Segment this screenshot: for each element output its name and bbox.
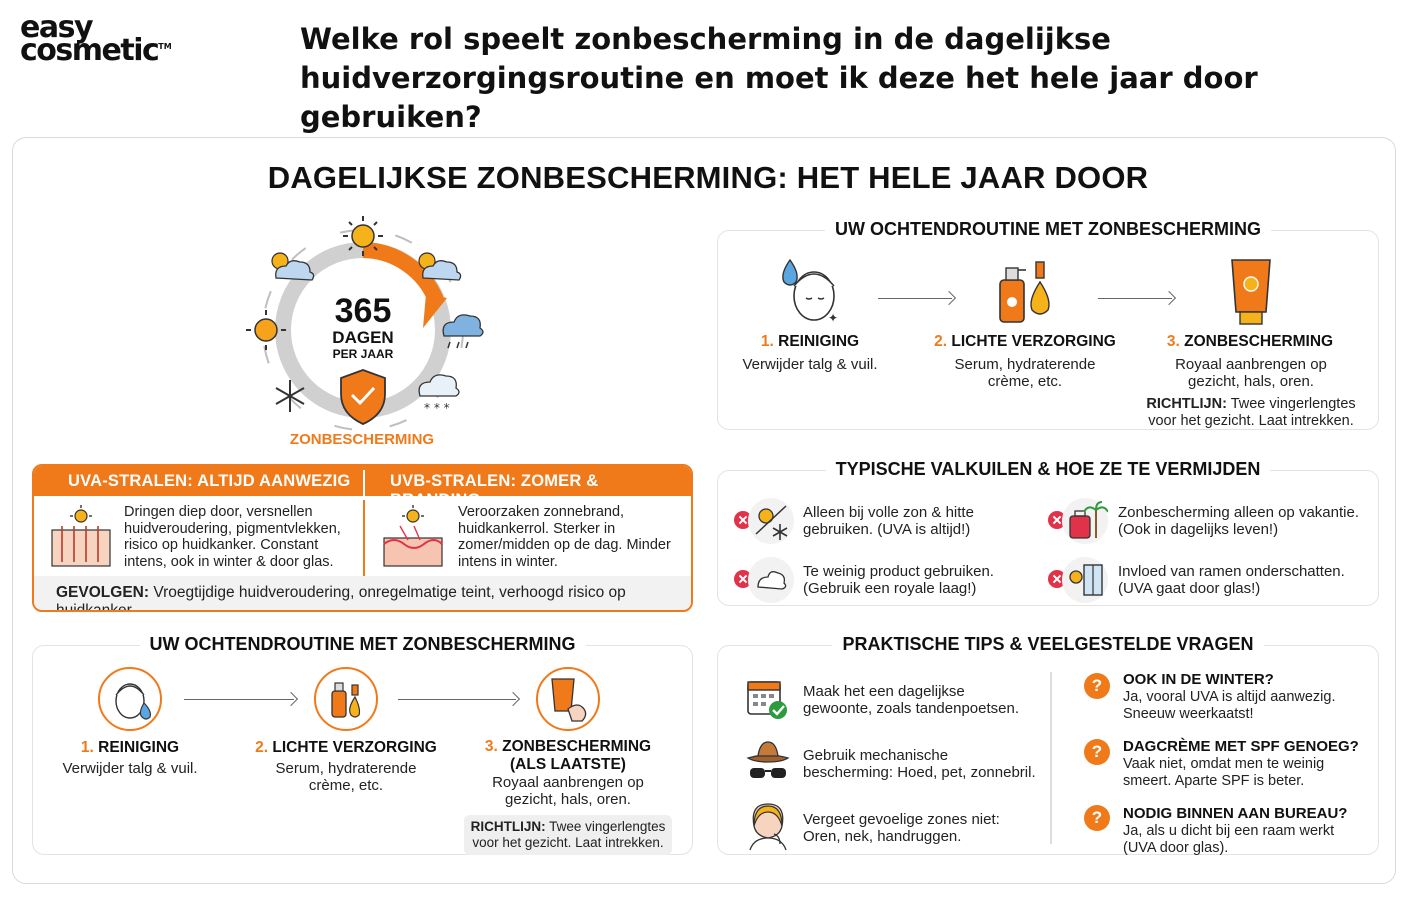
brand-line-2-text: cosmetic — [20, 33, 160, 69]
pitfall-2-text: Zonbescherming alleen op vakantie. (Ook i… — [1118, 504, 1359, 538]
year-cycle-graphic: * * * — [246, 216, 484, 431]
hat-sunglasses-icon — [746, 741, 790, 778]
cycle-days: DAGEN — [332, 328, 394, 347]
tip-3-text: Vergeet gevoelige zones niet: Oren, nek, … — [803, 811, 1000, 845]
pitfall-3-text: Te weinig product gebruiken. (Gebruik een… — [803, 563, 994, 597]
tip-1-text: Maak het een dagelijkse gewoonte, zoals t… — [803, 683, 1019, 717]
routine-bottom-step-1-desc: Verwijder talg & vuil. — [62, 760, 198, 777]
faq-3-answer: Ja, als u dicht bij een raam werkt (UVA d… — [1123, 823, 1335, 856]
pitfall-4-x-icon — [1048, 570, 1066, 588]
svg-text:✦: ✦ — [828, 311, 838, 325]
serum-bottles-icon — [999, 261, 1050, 323]
uv-consequences: GEVOLGEN: Vroegtijdige huidveroudering, … — [34, 576, 691, 610]
routine-top-arrow-2 — [1098, 298, 1172, 299]
tips-separator — [1050, 672, 1052, 844]
pitfall-1-x-icon — [734, 511, 752, 529]
faq-1-question: OOK IN DE WINTER? — [1123, 671, 1274, 688]
trademark: TM — [158, 42, 172, 52]
brand-logo: easy cosmeticTM — [20, 10, 180, 66]
page-question: Welke rol speelt zonbescherming in de da… — [300, 22, 1258, 134]
cycle-per-year: PER JAAR — [332, 347, 394, 361]
uv-body-divider — [363, 500, 365, 576]
uva-skin-icon — [51, 505, 111, 567]
sun-icon — [343, 216, 383, 256]
pitfall-3-x-icon — [734, 570, 752, 588]
routine-bottom-step-1-label: 1. REINIGING — [80, 739, 180, 756]
snow-cloud-icon: * * * — [418, 374, 460, 415]
routine-top-step-1-label: 1. REINIGING — [760, 333, 860, 350]
cycle-caption: ZONBESCHERMING — [289, 431, 435, 448]
routine-bottom-step-3-desc: Royaal aanbrengen op gezicht, hals, oren… — [492, 774, 644, 808]
routine-top-step-2-label: 2. LICHTE VERZORGING — [934, 333, 1116, 350]
routine-bottom-step-3-label: 3. ZONBESCHERMING (ALS LAATSTE) — [484, 738, 652, 773]
cycle-number: 365 — [334, 292, 392, 330]
uva-text: Dringen diep door, versnellen huidveroud… — [124, 504, 341, 570]
routine-bottom-guideline: RICHTLIJN: Twee vingerlengtes voor het ge… — [464, 815, 672, 855]
routine-top-step-1-desc: Verwijder talg & vuil. — [742, 356, 878, 373]
faq-2-answer: Vaak niet, omdat men te weinig smeert. Ap… — [1123, 756, 1325, 789]
woman-neck-icon — [749, 803, 787, 851]
infographic-title: DAGELIJKSE ZONBESCHERMING: HET HELE JAAR… — [267, 160, 1149, 195]
tips-panel: PRAKTISCHE TIPS & VEELGESTELDE VRAGEN — [717, 634, 1379, 855]
sun-cloud-icon — [418, 252, 462, 281]
face-wash-icon: ✦ — [782, 258, 838, 325]
cream-dollop-icon — [748, 557, 794, 603]
faq-1-question-icon: ? — [1084, 673, 1110, 699]
pitfalls-title: TYPISCHE VALKUILEN & HOE ZE TE VERMIJDEN — [825, 459, 1271, 479]
sunscreen-apply-icon — [536, 667, 600, 731]
uvb-text: Veroorzaken zonnebrand, huidkankerrol. S… — [458, 504, 671, 570]
tips-title: PRAKTISCHE TIPS & VEELGESTELDE VRAGEN — [832, 634, 1264, 654]
pitfalls-panel: TYPISCHE VALKUILEN & HOE ZE TE VERMIJDEN — [717, 459, 1379, 606]
window-sun-icon — [1062, 557, 1108, 603]
face-wash-icon — [98, 667, 162, 731]
uv-info-box: UVA-STRALEN: ALTIJD AANWEZIG UVB-STRALEN… — [32, 464, 693, 612]
suitcase-palm-icon — [1062, 498, 1109, 544]
routine-top-step-2-desc: Serum, hydraterende crème, etc. — [954, 356, 1096, 390]
sun-cloud-icon — [271, 252, 315, 281]
routine-top-guideline: RICHTLIJN: Twee vingerlengtes voor het g… — [1146, 396, 1356, 429]
sun-snow-icon — [748, 498, 794, 544]
pitfall-1-text: Alleen bij volle zon & hitte gebruiken. (… — [803, 504, 974, 538]
sun-icon — [246, 310, 286, 350]
rain-cloud-icon — [442, 314, 484, 349]
consequences-label: GEVOLGEN: — [56, 584, 150, 601]
svg-text:* * *: * * * — [424, 401, 450, 415]
routine-bottom-step-2-desc: Serum, hydraterende crème, etc. — [275, 760, 417, 794]
uvb-skin-icon — [383, 505, 443, 567]
faq-1-answer: Ja, vooral UVA is altijd aanwezig. Sneeuw… — [1123, 689, 1336, 722]
routine-top-step-3-desc: Royaal aanbrengen op gezicht, hals, oren… — [1175, 356, 1327, 390]
uva-title: UVA-STRALEN: ALTIJD AANWEZIG — [68, 472, 351, 490]
faq-3-question: NODIG BINNEN AAN BUREAU? — [1123, 805, 1348, 822]
pitfall-2-x-icon — [1048, 511, 1066, 529]
sunscreen-tube-icon — [1231, 259, 1271, 325]
routine-bottom-arrow-1 — [184, 699, 294, 700]
routine-top-arrow-1 — [878, 298, 952, 299]
brand-line-1: easy — [20, 10, 94, 45]
faq-2-question-icon: ? — [1084, 739, 1110, 765]
routine-bottom-arrow-2 — [398, 699, 516, 700]
routine-top-step-3-label: 3. ZONBESCHERMING — [1166, 333, 1334, 350]
calendar-check-icon — [747, 681, 787, 719]
serum-bottles-icon — [314, 667, 378, 731]
routine-bottom-step-2-label: 2. LICHTE VERZORGING — [255, 739, 437, 756]
routine-bottom-title: UW OCHTENDROUTINE MET ZONBESCHERMING — [139, 634, 586, 654]
shield-check-icon — [340, 369, 386, 425]
routine-top-title: UW OCHTENDROUTINE MET ZONBESCHERMING — [825, 219, 1271, 239]
tip-2-text: Gebruik mechanische bescherming: Hoed, pe… — [803, 747, 1036, 781]
brand-line-2: cosmeticTM — [20, 36, 180, 66]
consequences-text: Vroegtijdige huidveroudering, onregelmat… — [56, 584, 626, 612]
uv-header-bar: UVA-STRALEN: ALTIJD AANWEZIG UVB-STRALEN… — [34, 466, 691, 570]
uvb-title: UVB-STRALEN: ZOMER & BRANDING — [390, 472, 599, 509]
faq-2-question: DAGCRÈME MET SPF GENOEG? — [1123, 738, 1359, 755]
snowflake-icon — [275, 380, 305, 412]
faq-3-question-icon: ? — [1084, 805, 1110, 831]
pitfall-4-text: Invloed van ramen onderschatten. (UVA gaa… — [1118, 563, 1345, 597]
